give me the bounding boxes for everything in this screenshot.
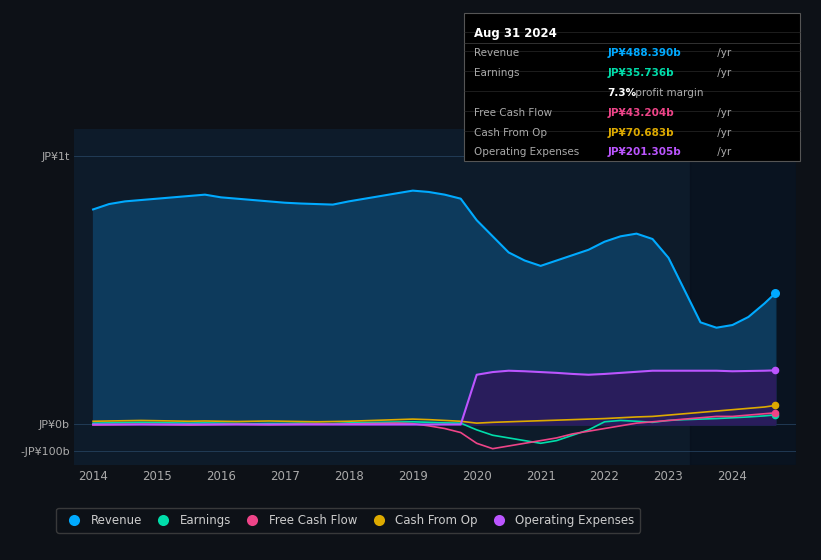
Text: Aug 31 2024: Aug 31 2024 (474, 27, 557, 40)
Text: JP¥201.305b: JP¥201.305b (608, 147, 681, 157)
Text: JP¥70.683b: JP¥70.683b (608, 128, 674, 138)
Text: /yr: /yr (714, 68, 732, 78)
Text: /yr: /yr (714, 49, 732, 58)
Point (768, 289, 782, 298)
Text: Free Cash Flow: Free Cash Flow (474, 108, 552, 118)
Text: /yr: /yr (714, 108, 732, 118)
Text: JP¥488.390b: JP¥488.390b (608, 49, 681, 58)
Text: JP¥43.204b: JP¥43.204b (608, 108, 674, 118)
Text: /yr: /yr (714, 147, 732, 157)
Text: 7.3%: 7.3% (608, 88, 636, 98)
Text: JP¥35.736b: JP¥35.736b (608, 68, 674, 78)
Text: Operating Expenses: Operating Expenses (474, 147, 579, 157)
Text: Cash From Op: Cash From Op (474, 128, 547, 138)
Point (768, 410, 782, 419)
Text: Revenue: Revenue (474, 49, 519, 58)
Bar (690, 129, 796, 465)
Point (768, 401, 782, 410)
Text: /yr: /yr (714, 128, 732, 138)
Point (768, 408, 782, 417)
Text: Earnings: Earnings (474, 68, 519, 78)
Text: profit margin: profit margin (632, 88, 704, 98)
Point (768, 366, 782, 375)
Legend: Revenue, Earnings, Free Cash Flow, Cash From Op, Operating Expenses: Revenue, Earnings, Free Cash Flow, Cash … (57, 508, 640, 533)
